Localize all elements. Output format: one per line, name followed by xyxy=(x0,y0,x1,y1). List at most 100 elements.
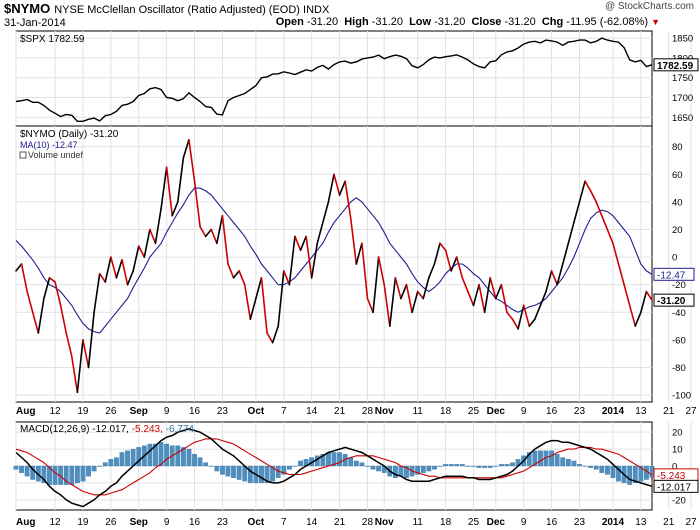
nymo-segment xyxy=(277,270,285,327)
macd-histogram-bar xyxy=(404,465,409,478)
x-tick-label: 25 xyxy=(468,406,480,417)
macd-histogram-bar xyxy=(465,465,471,467)
x-tick-label: 18 xyxy=(440,517,452,528)
nymo-segment xyxy=(316,221,324,245)
nymo-segment xyxy=(137,245,146,258)
ma10-last-value: -12.47 xyxy=(657,270,686,281)
nymo-segment xyxy=(143,228,151,258)
nymo-segment xyxy=(428,263,436,279)
nymo-segment xyxy=(355,242,363,265)
x-tick-label: 27 xyxy=(685,406,697,417)
macd-histogram-bar xyxy=(471,465,476,467)
nymo-segment xyxy=(31,311,40,334)
symbol-description: NYSE McClellan Oscillator (Ratio Adjuste… xyxy=(54,4,329,16)
watermark: @ StockCharts.com xyxy=(604,1,694,12)
ma10-legend: MA(10) -12.47 xyxy=(20,140,78,150)
ma10-line xyxy=(15,187,653,334)
panel-frame-1 xyxy=(15,125,653,403)
nymo-segment xyxy=(132,245,140,272)
nymo-segment xyxy=(444,249,452,272)
macd-histogram-bar xyxy=(180,447,186,467)
macd-histogram-bar xyxy=(565,459,571,467)
nymo-segment xyxy=(522,304,531,327)
nymo-segment xyxy=(416,290,425,300)
macd-legend: MACD(12,26,9) -12.017, -5.243, -6.774 xyxy=(20,424,194,435)
macd-histogram-bar xyxy=(264,465,270,484)
nymo-segment xyxy=(589,190,598,203)
macd-histogram-bar xyxy=(108,459,114,467)
macd-last-value: -12.017 xyxy=(657,482,691,493)
x-tick-label: 16 xyxy=(546,406,558,417)
macd-histogram-bar xyxy=(365,465,370,467)
nymo-segment xyxy=(154,208,162,245)
nymo-segment xyxy=(439,242,447,251)
close-value: -31.20 xyxy=(504,16,536,28)
macd-histogram-bar xyxy=(331,452,337,467)
y-tick-label: 1650 xyxy=(672,113,693,124)
nymo-segment xyxy=(76,339,84,394)
nymo-segment xyxy=(338,180,346,196)
nymo-segment xyxy=(260,276,268,334)
x-tick-label: Nov xyxy=(375,406,394,417)
nymo-segment xyxy=(121,259,129,286)
nymo-segment xyxy=(623,283,631,307)
nymo-segment xyxy=(104,256,112,283)
macd-signal-last-value: -5.243 xyxy=(657,471,686,482)
nymo-segment xyxy=(467,290,475,307)
x-tick-label: 13 xyxy=(635,406,647,417)
nymo-segment xyxy=(366,297,374,314)
panel-frame-0 xyxy=(15,30,653,127)
macd-histogram-bar xyxy=(231,465,236,478)
spx-last-value: 1782.59 xyxy=(657,61,694,72)
x-tick-label: 12 xyxy=(49,517,61,528)
macd-histogram-bar xyxy=(197,457,203,467)
macd-histogram-bar xyxy=(348,457,354,467)
nymo-segment xyxy=(282,270,291,286)
macd-histogram-bar xyxy=(225,465,231,477)
macd-histogram-bar xyxy=(86,465,91,477)
macd-histogram-bar xyxy=(136,447,142,467)
macd-histogram-bar xyxy=(526,452,532,467)
nymo-segment xyxy=(43,276,51,300)
nymo-segment xyxy=(110,256,118,279)
nymo-segment xyxy=(344,180,352,220)
macd-histogram-bar xyxy=(220,465,225,475)
x-tick-label: 14 xyxy=(306,406,318,417)
y-tick-label: 60 xyxy=(672,170,683,181)
macd-histogram-bar xyxy=(337,452,342,467)
nymo-segment xyxy=(98,272,107,283)
nymo-segment xyxy=(149,228,157,245)
macd-histogram-bar xyxy=(616,465,621,482)
macd-histogram-bar xyxy=(432,465,437,470)
nymo-last-box xyxy=(653,293,695,307)
nymo-segment xyxy=(255,276,263,300)
macd-histogram-bar xyxy=(270,465,276,482)
nymo-segment xyxy=(288,235,296,286)
low-label: Low xyxy=(409,16,432,28)
y-tick-label: -40 xyxy=(672,308,686,319)
macd-histogram-bar xyxy=(482,465,488,468)
nymo-segment xyxy=(182,139,190,159)
nymo-segment xyxy=(612,242,620,265)
x-tick-label: 9 xyxy=(164,517,170,528)
macd-histogram-bar xyxy=(376,465,382,472)
nymo-segment xyxy=(227,263,235,279)
macd-histogram-bar xyxy=(398,465,404,477)
macd-histogram-bar xyxy=(236,465,242,480)
y-tick-label: 0 xyxy=(672,253,677,264)
x-tick-label: 19 xyxy=(77,517,89,528)
macd-histogram-bar xyxy=(359,462,365,467)
spx-line xyxy=(15,37,653,123)
macd-histogram-bar xyxy=(392,465,398,478)
nymo-segment xyxy=(65,332,73,358)
nymo-segment xyxy=(584,180,592,192)
nymo-segment xyxy=(349,217,358,265)
volume-icon xyxy=(19,151,27,159)
nymo-segment xyxy=(545,270,553,293)
x-tick-label: 16 xyxy=(189,517,201,528)
y-tick-label: -80 xyxy=(672,363,686,374)
macd-histogram-bar xyxy=(147,443,153,467)
macd-histogram-bar xyxy=(320,454,326,467)
y-tick-label: 0 xyxy=(672,462,677,473)
macd-histogram-bar xyxy=(130,448,136,467)
